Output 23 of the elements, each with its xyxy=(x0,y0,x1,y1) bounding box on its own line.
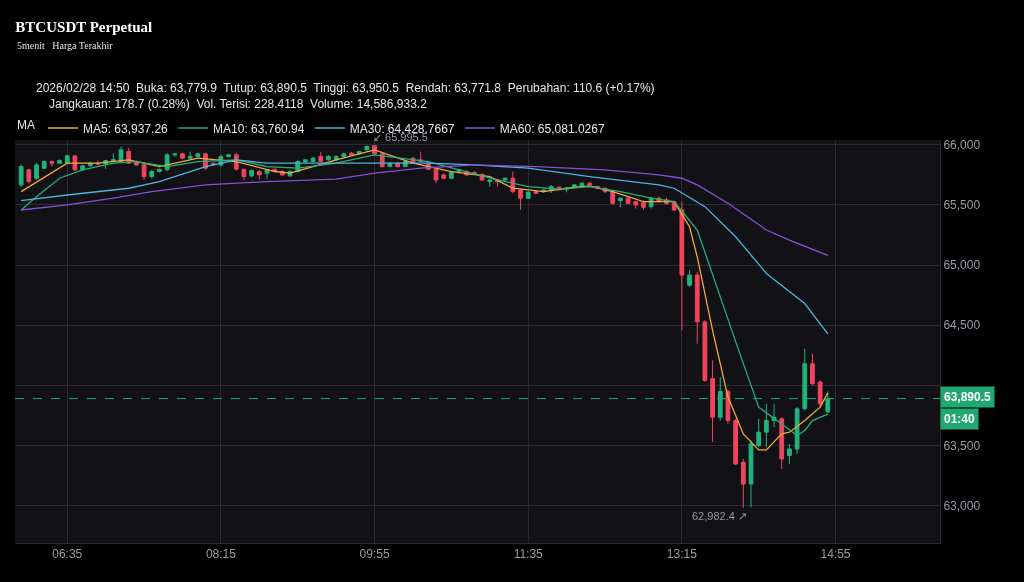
legend-label: MA5: 63,937.26 xyxy=(83,121,169,136)
x-tick-label: 06:35 xyxy=(52,547,83,562)
y-tick-label: 66,000 xyxy=(943,138,981,153)
text: Jangkauan: 178.7 (0.28%) Vol. Terisi: 228.4118 Volume: 14,586,933.2 xyxy=(49,97,428,111)
x-tick-label: 09:55 xyxy=(359,547,390,562)
annotation: 62,982.4 ↗ xyxy=(692,510,747,522)
y-tick-label: 64,500 xyxy=(943,318,981,333)
text: 2026/02/28 14:50 Buka: 63,779.9 Tutup: 63,890.5 Tinggi: 63,950.5 Rendah: 63,771.8 Perubahan: 110.6 (+0.17%) xyxy=(36,81,655,95)
legend-title: MA xyxy=(17,118,35,133)
y-tick-label: 63,500 xyxy=(943,438,981,453)
legend-label: MA60: 65,081.0267 xyxy=(499,121,605,136)
text: 01:40 xyxy=(944,412,976,426)
x-tick-label: 08:15 xyxy=(205,547,237,562)
x-tick-label: 11:35 xyxy=(513,547,544,562)
ref-line-label: 63,890.5 xyxy=(944,390,992,404)
x-tick-label: 14:55 xyxy=(820,547,851,562)
y-tick-label: 65,500 xyxy=(943,198,981,213)
y-tick-label: 63,000 xyxy=(943,498,981,513)
legend-label: MA10: 63,760.94 xyxy=(213,121,305,136)
chart-title: BTCUSDT Perpetual xyxy=(15,19,153,36)
chart-subtitle: 5menit Harga Terakhir xyxy=(17,40,114,51)
x-tick-label: 13:15 xyxy=(666,547,698,562)
y-tick-label: 65,000 xyxy=(943,258,981,273)
